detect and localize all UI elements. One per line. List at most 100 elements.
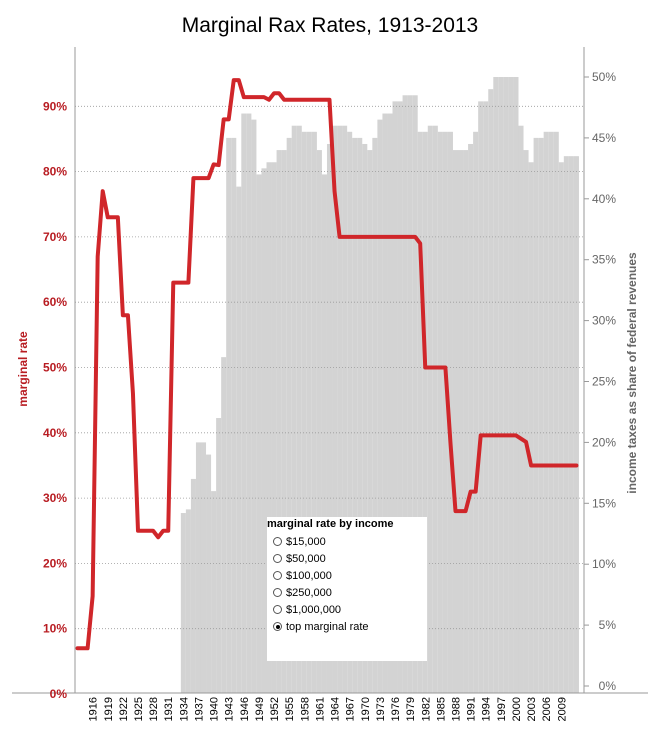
- x-tick-label: 1988: [450, 697, 462, 721]
- legend-option[interactable]: $1,000,000: [267, 601, 427, 618]
- legend-option-label: $250,000: [286, 586, 332, 599]
- x-tick-label: 1919: [103, 697, 115, 721]
- legend-option[interactable]: $250,000: [267, 584, 427, 601]
- bar: [538, 137, 544, 693]
- radio-icon[interactable]: [273, 588, 282, 597]
- bar: [377, 119, 383, 693]
- x-tick-label: 1961: [314, 697, 326, 721]
- bar: [563, 156, 569, 694]
- legend: marginal rate by income $15,000 $50,000 $1…: [267, 517, 427, 661]
- right-tick-label: 45%: [592, 131, 616, 145]
- gridlines: [75, 105, 584, 630]
- radio-icon[interactable]: [273, 537, 282, 546]
- right-tick-label: 0%: [599, 679, 617, 693]
- x-tick-label: 2000: [511, 697, 523, 721]
- right-tick-label: 20%: [592, 435, 616, 449]
- bar: [382, 113, 388, 694]
- x-tick-label: 1946: [239, 697, 251, 721]
- bar: [548, 131, 554, 693]
- left-tick-label: 80%: [43, 165, 67, 179]
- x-tick-label: 2003: [526, 697, 538, 721]
- right-tick-label: 30%: [592, 314, 616, 328]
- bar: [352, 137, 358, 693]
- x-tick-label: 1943: [224, 697, 236, 721]
- x-tick-label: 1937: [193, 697, 205, 721]
- bar: [523, 150, 529, 693]
- radio-icon[interactable]: [273, 554, 282, 563]
- bar: [437, 131, 443, 693]
- x-tick-label: 2009: [556, 697, 568, 721]
- bar: [337, 125, 343, 694]
- bar: [246, 113, 252, 694]
- bar: [241, 113, 247, 694]
- bar: [402, 95, 408, 693]
- bar: [553, 131, 559, 693]
- bar: [190, 478, 196, 693]
- radio-icon[interactable]: [273, 605, 282, 614]
- legend-option[interactable]: top marginal rate: [267, 618, 427, 635]
- bar: [226, 137, 232, 693]
- right-axis-label: income taxes as share of federal revenue…: [625, 252, 639, 494]
- bar: [452, 150, 459, 693]
- x-tick-label: 1964: [330, 697, 342, 721]
- bar: [301, 131, 307, 693]
- bar: [417, 131, 423, 693]
- bar: [478, 101, 484, 694]
- right-tick-label: 25%: [592, 375, 616, 389]
- bar: [447, 131, 453, 693]
- left-tick-label: 10%: [43, 622, 67, 636]
- bar: [473, 131, 479, 693]
- bar: [256, 174, 262, 693]
- radio-icon[interactable]: [273, 571, 282, 580]
- x-axis-ticks: 1916 1919 1922 1925 1928 1931 1934 1937 1940 1943…: [88, 697, 569, 721]
- bar: [568, 156, 574, 694]
- x-tick-label: 1967: [345, 697, 357, 721]
- bar: [276, 150, 282, 693]
- right-tick-label: 10%: [592, 557, 616, 571]
- bar: [397, 101, 403, 694]
- bar: [392, 101, 398, 694]
- x-tick-label: 1970: [360, 697, 372, 721]
- bar: [266, 162, 272, 693]
- left-tick-label: 60%: [43, 295, 67, 309]
- legend-option[interactable]: $15,000: [267, 533, 427, 550]
- bar: [200, 442, 207, 693]
- bar: [286, 137, 292, 693]
- bar: [206, 454, 212, 693]
- bar: [291, 125, 297, 694]
- right-tick-label: 35%: [592, 253, 616, 267]
- legend-title: marginal rate by income: [267, 518, 394, 530]
- bar: [251, 119, 257, 693]
- bar: [543, 131, 549, 693]
- chart-title: Marginal Rax Rates, 1913-2013: [182, 14, 479, 37]
- bar: [271, 162, 277, 693]
- bar: [326, 143, 333, 694]
- x-tick-label: 1985: [435, 697, 447, 721]
- bar: [503, 77, 509, 693]
- radio-icon[interactable]: [273, 622, 282, 631]
- bar: [463, 150, 469, 693]
- x-tick-label: 1979: [405, 697, 417, 721]
- legend-option[interactable]: $50,000: [267, 550, 427, 567]
- x-tick-label: 1955: [284, 697, 296, 721]
- x-tick-label: 1922: [118, 697, 130, 721]
- left-tick-label: 40%: [43, 426, 67, 440]
- bar: [281, 150, 287, 693]
- bar: [508, 77, 514, 693]
- bar: [483, 101, 489, 694]
- bar: [412, 95, 418, 693]
- x-tick-label: 1928: [148, 697, 160, 721]
- bar: [296, 125, 302, 694]
- left-tick-label: 30%: [43, 491, 67, 505]
- x-tick-label: 1973: [375, 697, 387, 721]
- left-axis-label: marginal rate: [16, 331, 30, 407]
- x-tick-label: 1994: [481, 697, 493, 721]
- right-tick-label: 50%: [592, 70, 616, 84]
- x-tick-label: 1916: [88, 697, 100, 721]
- bar: [306, 131, 312, 693]
- x-tick-label: 1940: [209, 697, 221, 721]
- legend-option[interactable]: $100,000: [267, 567, 427, 584]
- bar: [216, 418, 222, 693]
- bar: [211, 491, 217, 693]
